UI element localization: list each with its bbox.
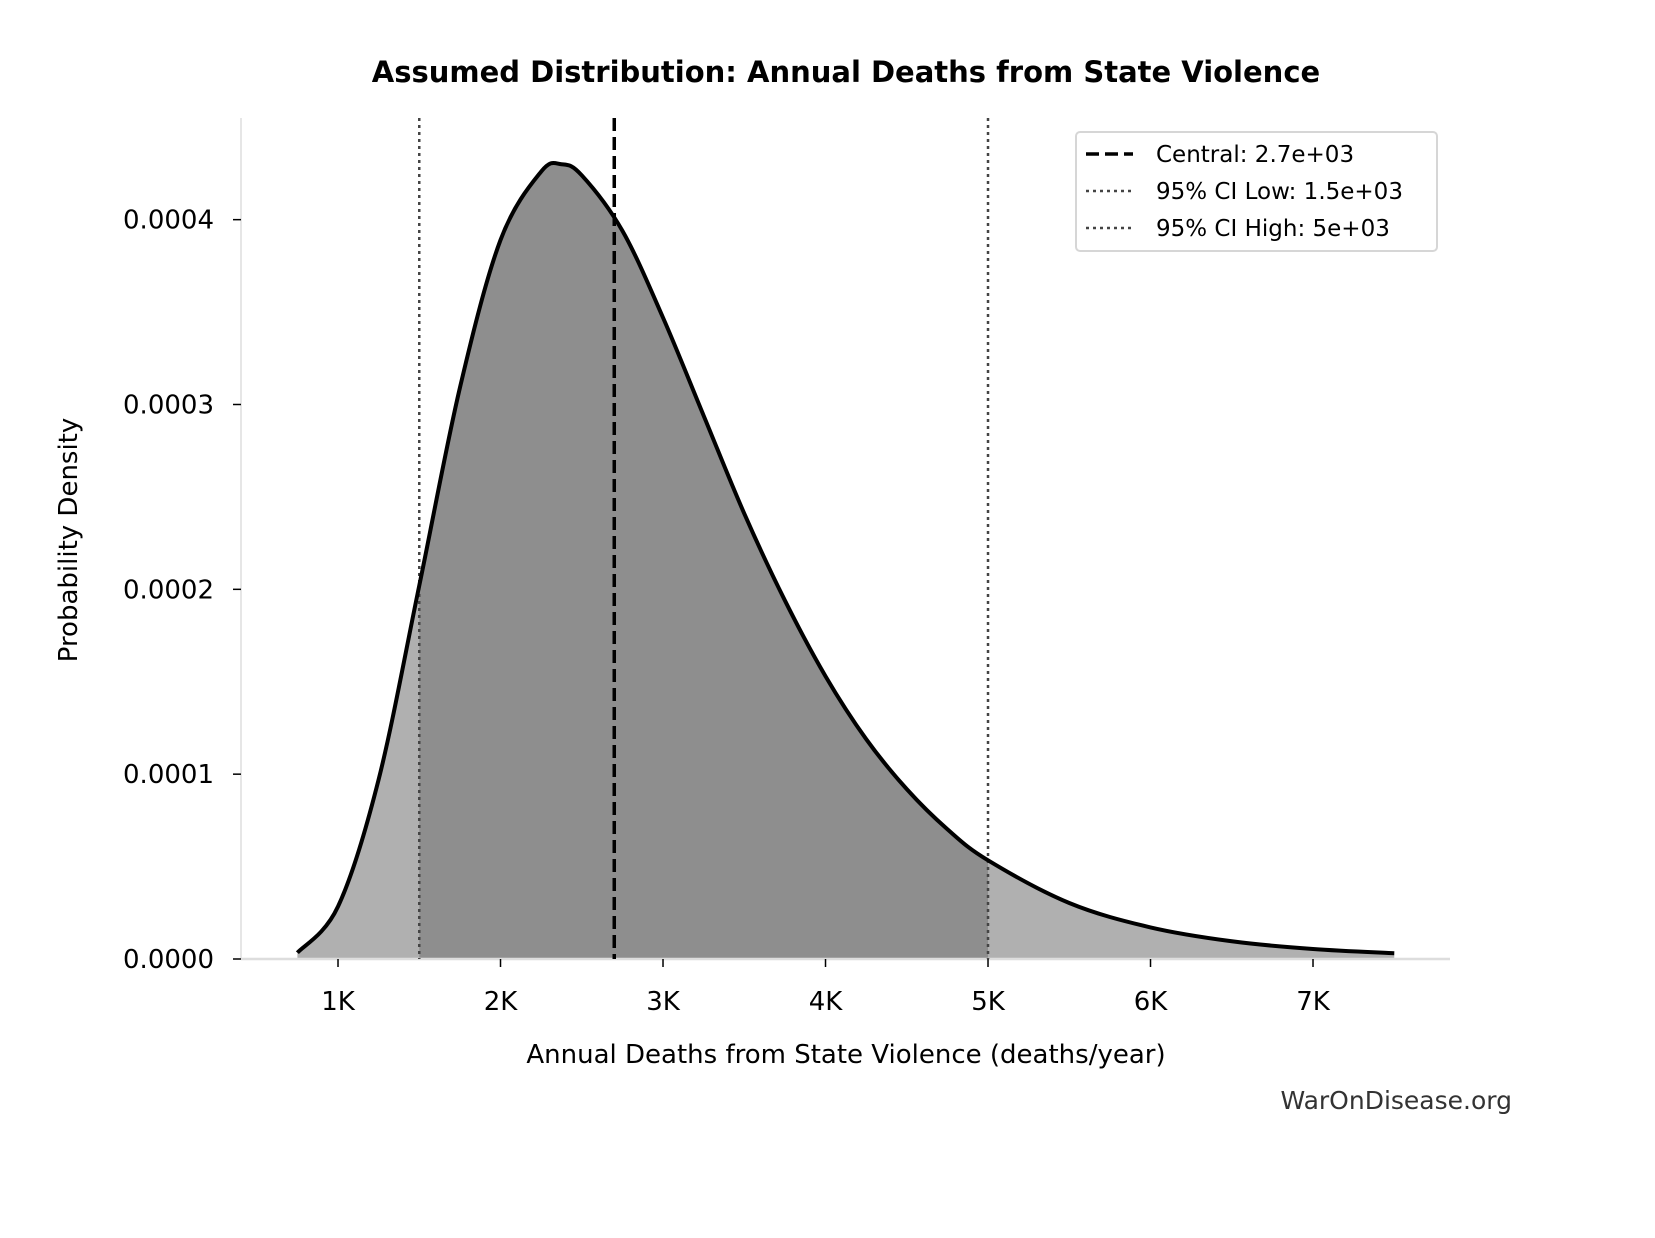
- legend: Central: 2.7e+03 95% CI Low: 1.5e+03 95% C…: [1075, 131, 1438, 252]
- y-tick-label: 0.0002: [123, 575, 214, 605]
- legend-label: 95% CI High: 5e+03: [1156, 216, 1390, 242]
- y-tick-label: 0.0003: [123, 390, 214, 420]
- x-tick-label: 1K: [321, 987, 356, 1017]
- x-tick-label: 5K: [971, 987, 1006, 1017]
- plot-area: 1K 2K 3K 4K 5K 6K 7K 0.0000 0.0001 0.0002 0.0003 0.…: [123, 118, 1450, 1017]
- fill-ci: [419, 162, 989, 959]
- chart-title: Assumed Distribution: Annual Deaths from…: [372, 55, 1320, 89]
- legend-box: [1075, 131, 1438, 252]
- x-tick-label: 3K: [646, 987, 681, 1017]
- x-tick-label: 6K: [1134, 987, 1169, 1017]
- x-tick-label: 7K: [1296, 987, 1331, 1017]
- x-tick-label: 4K: [809, 987, 844, 1017]
- density-curve: [295, 160, 1395, 956]
- y-tick-label: 0.0001: [123, 760, 214, 790]
- legend-label: Central: 2.7e+03: [1156, 142, 1354, 168]
- watermark: WarOnDisease.org: [1280, 1086, 1512, 1115]
- y-tick-label: 0.0004: [123, 206, 214, 236]
- y-tick-label: 0.0000: [123, 945, 214, 975]
- legend-label: 95% CI Low: 1.5e+03: [1156, 179, 1403, 205]
- x-axis-label: Annual Deaths from State Violence (death…: [526, 1040, 1165, 1070]
- y-axis-label: Probability Density: [54, 418, 84, 663]
- x-tick-label: 2K: [484, 987, 519, 1017]
